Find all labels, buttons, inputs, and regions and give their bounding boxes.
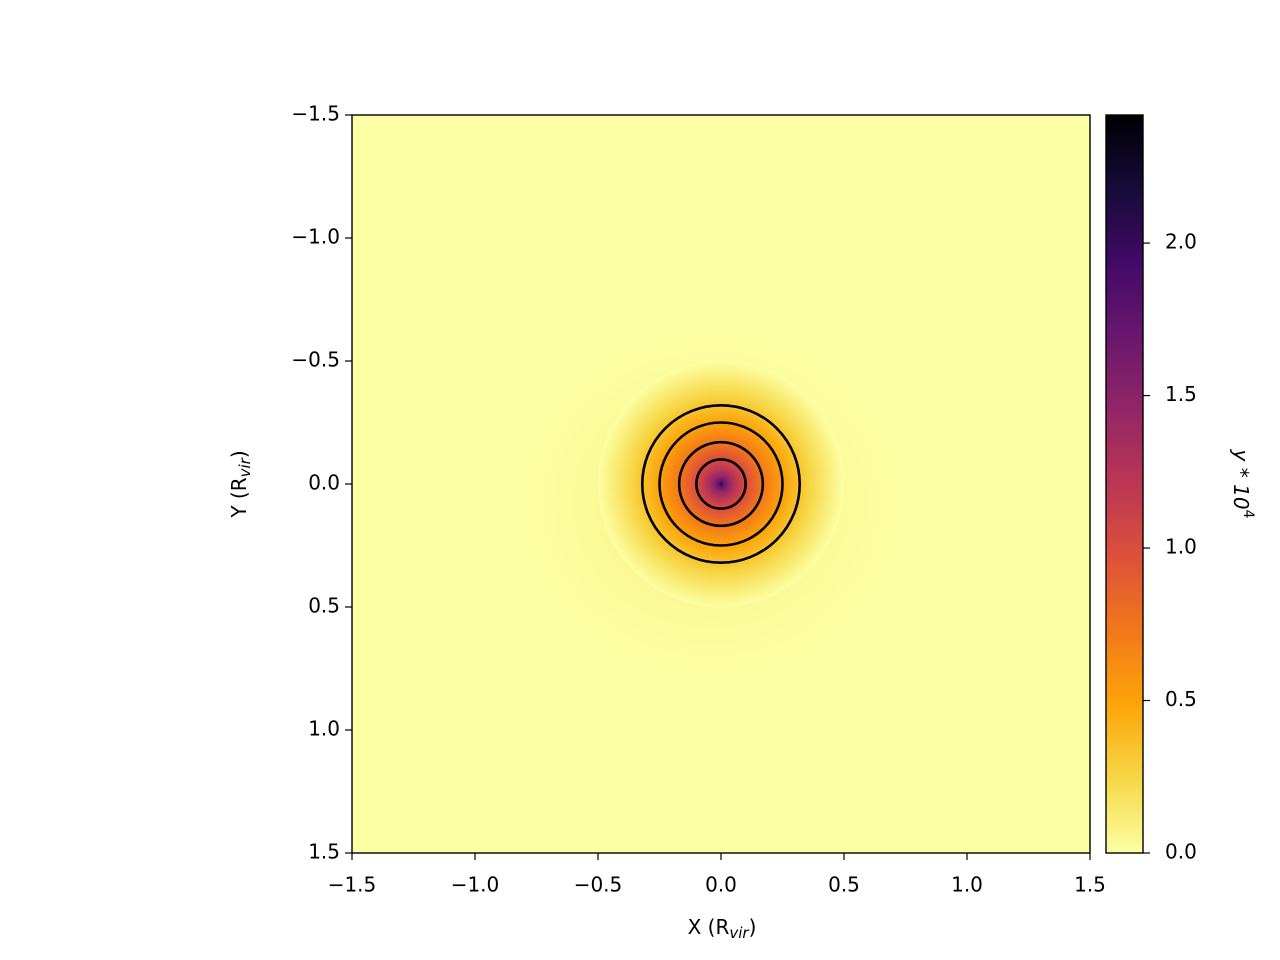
- colorbar-tick-label: 1.0: [1165, 535, 1197, 559]
- colorbar-tick-label: 0.0: [1165, 840, 1197, 864]
- colorbar-label: y * 104: [1230, 449, 1257, 519]
- x-tick-label: −1.5: [328, 873, 377, 897]
- colorbar-tick-label: 1.5: [1165, 382, 1197, 406]
- colorbar-tick-label: 2.0: [1165, 230, 1197, 254]
- x-tick-label: 0.5: [828, 873, 860, 897]
- contour: [677, 440, 765, 528]
- y-tick-label: 0.0: [308, 471, 340, 495]
- contour: [640, 403, 802, 565]
- contour: [695, 458, 747, 510]
- y-tick-label: 1.5: [308, 840, 340, 864]
- heatmap-core: [598, 361, 844, 607]
- x-tick-label: −1.0: [451, 873, 500, 897]
- x-tick-label: 0.0: [705, 873, 737, 897]
- y-tick-label: −0.5: [291, 348, 340, 372]
- x-tick-label: −0.5: [574, 873, 623, 897]
- y-tick-label: 1.0: [308, 717, 340, 741]
- contour: [658, 421, 784, 547]
- x-axis-label: X (Rvir): [688, 915, 757, 942]
- y-axis-label: Y (Rvir): [227, 450, 254, 518]
- x-tick-label: 1.0: [951, 873, 983, 897]
- colorbar-tick-label: 0.5: [1165, 687, 1197, 711]
- heatmap: [352, 115, 1090, 853]
- y-tick-label: −1.0: [291, 225, 340, 249]
- y-tick-label: 0.5: [308, 594, 340, 618]
- y-tick-label: −1.5: [291, 102, 340, 126]
- colorbar: [1105, 114, 1144, 854]
- x-tick-label: 1.5: [1074, 873, 1106, 897]
